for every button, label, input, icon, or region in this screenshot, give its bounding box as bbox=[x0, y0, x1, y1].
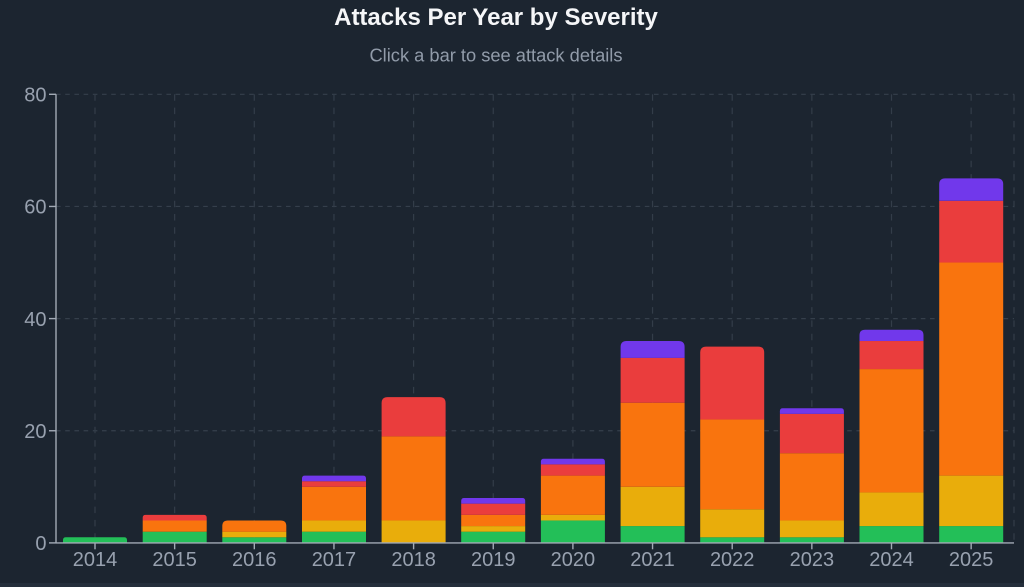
svg-text:2015: 2015 bbox=[152, 549, 197, 571]
svg-text:20: 20 bbox=[24, 421, 46, 443]
svg-text:2021: 2021 bbox=[630, 549, 675, 571]
svg-text:80: 80 bbox=[24, 85, 46, 107]
svg-text:60: 60 bbox=[24, 197, 46, 219]
svg-text:2016: 2016 bbox=[232, 549, 277, 571]
svg-text:2019: 2019 bbox=[471, 549, 516, 571]
svg-text:0: 0 bbox=[35, 533, 46, 555]
svg-text:Click a bar to see attack deta: Click a bar to see attack details bbox=[369, 45, 622, 66]
svg-text:2020: 2020 bbox=[551, 549, 596, 571]
svg-text:2018: 2018 bbox=[391, 549, 436, 571]
svg-text:Attacks Per Year by Severity: Attacks Per Year by Severity bbox=[334, 4, 658, 31]
svg-text:2017: 2017 bbox=[312, 549, 357, 571]
svg-text:40: 40 bbox=[24, 309, 46, 331]
svg-text:2025: 2025 bbox=[949, 549, 994, 571]
svg-text:2014: 2014 bbox=[73, 549, 118, 571]
svg-text:2024: 2024 bbox=[869, 549, 914, 571]
svg-text:2022: 2022 bbox=[710, 549, 755, 571]
svg-text:2023: 2023 bbox=[790, 549, 835, 571]
